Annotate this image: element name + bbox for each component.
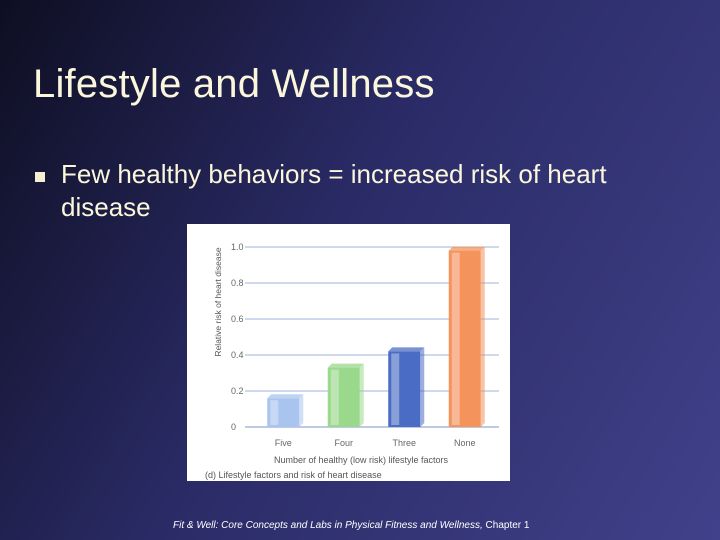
bar-four <box>327 367 360 427</box>
y-axis-label: Relative risk of heart disease <box>213 247 223 356</box>
citation-chapter: Chapter 1 <box>482 520 530 531</box>
x-tick-label: Three <box>392 438 416 448</box>
y-tick-label: 1.0 <box>231 242 244 252</box>
bar-five <box>267 398 300 427</box>
bar-side <box>420 347 425 427</box>
bar-highlight <box>270 400 279 425</box>
chart-figure: 0 0.2 0.4 0.6 0.8 1.0 Five Four Three None Relat… <box>187 224 510 481</box>
bullet-marker <box>35 172 45 182</box>
x-axis-label: Number of healthy (low risk) lifestyle f… <box>274 455 449 465</box>
y-tick-labels: 0 0.2 0.4 0.6 0.8 1.0 <box>231 242 244 432</box>
bar-top <box>267 394 304 399</box>
bullet-text: Few healthy behaviors = increased risk o… <box>61 159 607 222</box>
bar-top <box>448 246 485 251</box>
bars <box>267 246 485 427</box>
bar-side <box>480 246 485 427</box>
bar-highlight <box>451 252 460 425</box>
y-tick-label: 0 <box>231 422 236 432</box>
bar-three <box>388 351 421 427</box>
x-tick-label: Four <box>334 438 353 448</box>
bar-top <box>327 363 364 368</box>
bar-top <box>388 347 425 352</box>
y-tick-label: 0.4 <box>231 350 244 360</box>
bar-side <box>359 363 364 427</box>
y-tick-label: 0.8 <box>231 278 244 288</box>
x-tick-label: Five <box>275 438 292 448</box>
y-tick-label: 0.2 <box>231 386 244 396</box>
bar-side <box>299 394 304 427</box>
bar-highlight <box>330 369 339 425</box>
slide-title: Lifestyle and Wellness <box>33 62 435 106</box>
footer-citation: Fit & Well: Core Concepts and Labs in Ph… <box>173 520 529 531</box>
x-tick-labels: Five Four Three None <box>275 438 476 448</box>
bar-highlight <box>391 353 400 425</box>
figure-caption: (d) Lifestyle factors and risk of heart … <box>205 470 382 480</box>
bar-none <box>448 250 481 427</box>
bar-chart: 0 0.2 0.4 0.6 0.8 1.0 Five Four Three None Relat… <box>205 242 499 480</box>
x-tick-label: None <box>454 438 476 448</box>
citation-book-title: Fit & Well: Core Concepts and Labs in Ph… <box>173 520 483 531</box>
y-tick-label: 0.6 <box>231 314 244 324</box>
